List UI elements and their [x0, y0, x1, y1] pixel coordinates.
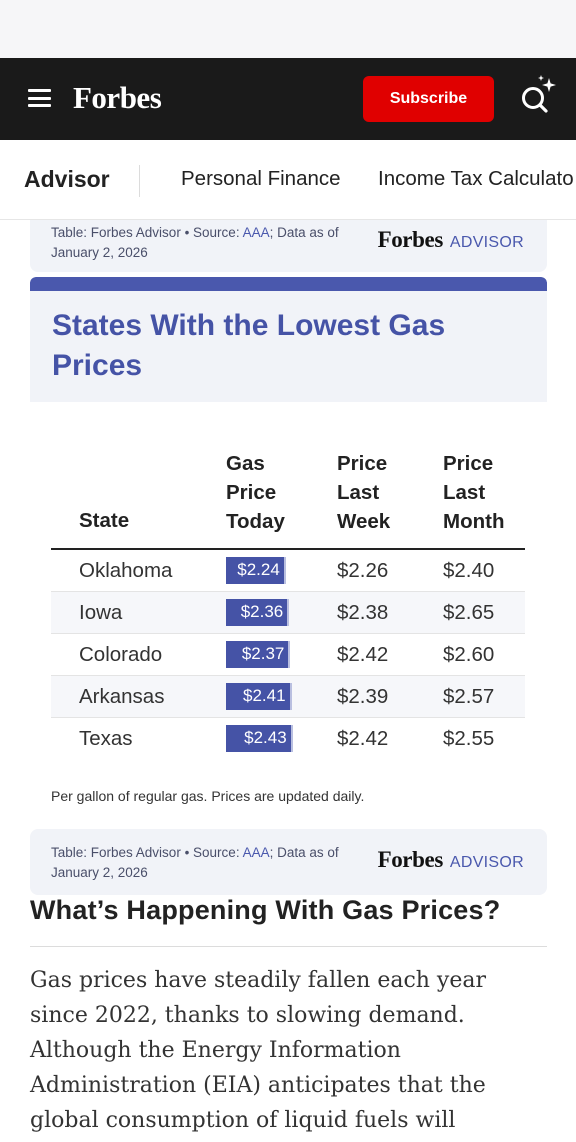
cell-last-month: $2.60: [443, 643, 495, 666]
forbes-logo[interactable]: Forbes: [73, 80, 162, 115]
subscribe-button[interactable]: Subscribe: [363, 76, 494, 122]
table-title: States With the Lowest Gas Prices: [52, 309, 446, 382]
cell-last-week: $2.42: [337, 643, 389, 666]
price-bar: [226, 725, 293, 752]
ai-search-icon[interactable]: [518, 74, 560, 114]
status-area: [0, 0, 576, 58]
col-header-today: Gas Price Today: [226, 452, 285, 533]
price-bar: [226, 599, 290, 626]
price-bar-cell: $2.41: [226, 683, 341, 710]
col-header-state: State: [79, 509, 130, 532]
nav-personal-finance[interactable]: Personal Finance: [181, 167, 341, 190]
price-bar-cell: $2.37: [226, 641, 341, 668]
forbes-advisor-logo: Forbes ADVISOR: [378, 847, 524, 873]
price-today: $2.36: [240, 602, 284, 621]
logo-advisor-text: ADVISOR: [449, 854, 524, 871]
cell-state: Arkansas: [79, 685, 165, 708]
price-bar-cell: $2.43: [226, 725, 341, 752]
cell-state: Colorado: [79, 643, 163, 666]
menu-icon[interactable]: [28, 89, 51, 107]
cell-last-week: $2.26: [337, 559, 389, 582]
cell-last-week: $2.39: [337, 685, 389, 708]
price-today: $2.43: [244, 728, 287, 747]
source-link[interactable]: AAA: [242, 845, 270, 860]
table-row: Oklahoma $2.24 $2.26 $2.40: [51, 550, 525, 592]
source-suffix: ; Data as of January 2, 2026: [51, 845, 339, 880]
source-text: Table: Forbes Advisor • Source: AAA; Dat…: [51, 843, 363, 882]
cell-last-month: $2.40: [443, 559, 495, 582]
nav-income-tax-calculator[interactable]: Income Tax Calculato: [378, 167, 574, 190]
price-today: $2.41: [243, 686, 286, 705]
advisor-link[interactable]: Advisor: [24, 166, 110, 192]
forbes-advisor-logo: Forbes ADVISOR: [378, 227, 524, 253]
source-prefix: Table: Forbes Advisor • Source:: [51, 225, 243, 240]
table-source-box-bottom: Table: Forbes Advisor • Source: AAA; Dat…: [30, 829, 547, 895]
table-row: Iowa $2.36 $2.38 $2.65: [51, 592, 525, 634]
cell-last-month: $2.57: [443, 685, 495, 708]
source-link[interactable]: AAA: [242, 225, 270, 240]
cell-state: Texas: [79, 727, 133, 750]
cell-last-week: $2.38: [337, 601, 389, 624]
source-text: Table: Forbes Advisor • Source: AAA; Dat…: [51, 223, 363, 262]
price-bar: [226, 641, 291, 668]
cell-state: Oklahoma: [79, 559, 173, 582]
table-row: Texas $2.43 $2.42 $2.55: [51, 718, 525, 760]
logo-advisor-text: ADVISOR: [449, 234, 524, 251]
table-row: Arkansas $2.41 $2.39 $2.57: [51, 676, 525, 718]
section-heading: What’s Happening With Gas Prices?: [30, 895, 501, 925]
logo-forbes-text: Forbes: [377, 847, 444, 872]
cell-last-week: $2.42: [337, 727, 389, 750]
nav-divider: [139, 165, 140, 197]
article-paragraph: Gas prices have steadily fallen each yea…: [30, 968, 487, 1133]
source-prefix: Table: Forbes Advisor • Source:: [51, 845, 243, 860]
site-header: Forbes Subscribe: [0, 58, 576, 140]
cell-last-month: $2.55: [443, 727, 495, 750]
table-footnote: Per gallon of regular gas. Prices are up…: [51, 788, 365, 804]
cell-last-month: $2.65: [443, 601, 495, 624]
section-divider: [30, 946, 547, 947]
logo-forbes-text: Forbes: [377, 227, 444, 252]
title-accent-bar: [30, 277, 547, 291]
cell-state: Iowa: [79, 601, 123, 624]
price-bar-cell: $2.36: [226, 599, 341, 626]
col-header-month: Price Last Month: [443, 452, 505, 533]
header-rule: [51, 548, 525, 550]
section-nav-front: Advisor Personal Finance Income Tax Calc…: [0, 140, 576, 220]
source-suffix: ; Data as of January 2, 2026: [51, 225, 339, 260]
price-bar-cell: $2.24: [226, 557, 341, 584]
table-row: Colorado $2.37 $2.42 $2.60: [51, 634, 525, 676]
price-today: $2.37: [241, 644, 285, 663]
table-title-card: States With the Lowest Gas Prices: [30, 277, 547, 402]
price-today: $2.24: [237, 560, 280, 579]
price-bar: [226, 557, 286, 584]
col-header-week: Price Last Week: [337, 452, 391, 533]
price-bar: [226, 683, 292, 710]
